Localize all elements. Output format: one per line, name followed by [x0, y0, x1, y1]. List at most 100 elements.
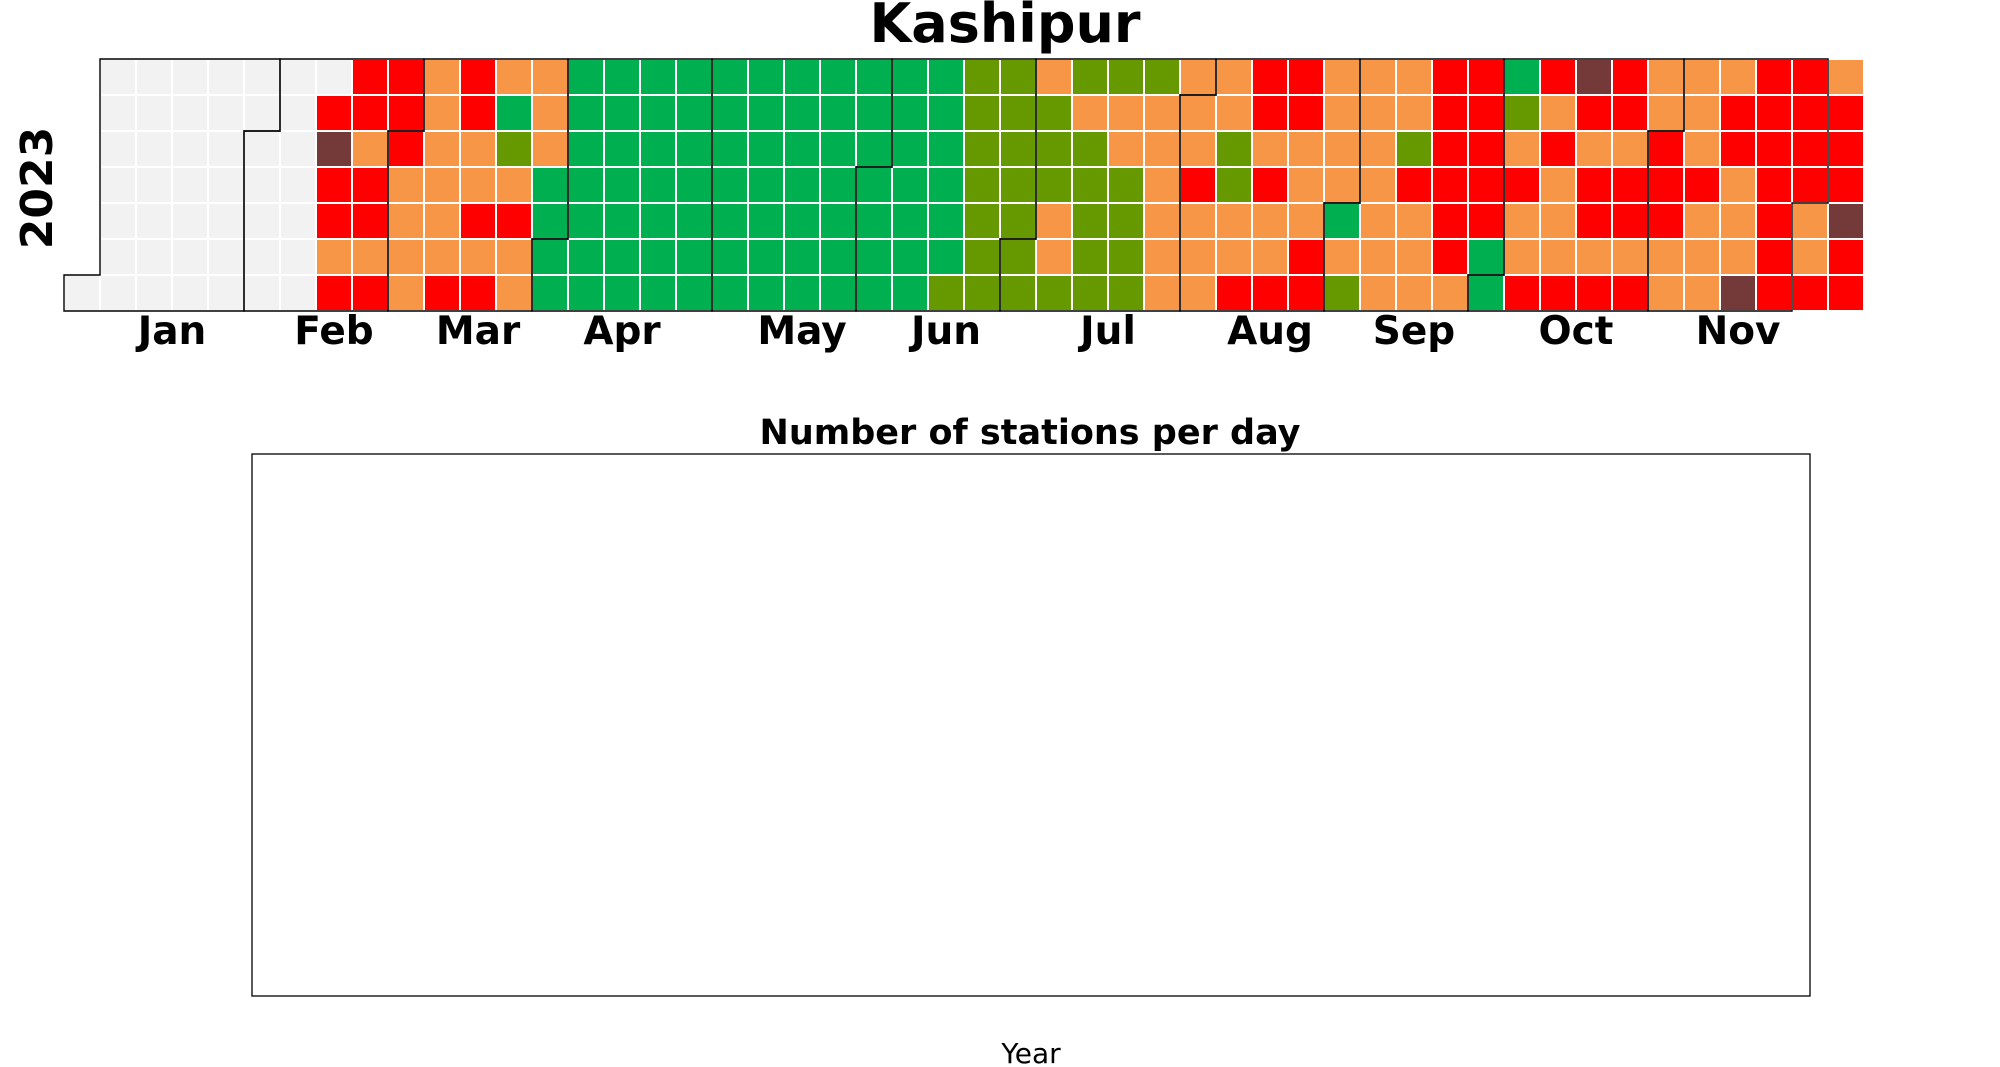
day-cell: [783, 238, 821, 276]
day-cell: [1647, 166, 1685, 204]
day-cell: [1035, 94, 1073, 132]
day-cell: [675, 166, 713, 204]
day-cell: [459, 202, 497, 240]
day-cell: [999, 130, 1037, 168]
day-cell: [567, 166, 605, 204]
day-cell: [459, 166, 497, 204]
day-cell: [1575, 94, 1613, 132]
day-cell: [747, 130, 785, 168]
day-cell: [639, 166, 677, 204]
day-cell: [999, 274, 1037, 312]
day-cell: [207, 238, 245, 276]
day-cell: [1503, 238, 1541, 276]
month-label: Aug: [1227, 309, 1313, 354]
day-cell: [1071, 130, 1109, 168]
day-cell: [891, 202, 929, 240]
day-cell: [207, 58, 245, 96]
day-cell: [567, 130, 605, 168]
day-cell: [387, 166, 425, 204]
month-label: Jul: [1077, 309, 1136, 354]
day-cell: [171, 238, 209, 276]
month-border: [1647, 58, 1829, 312]
day-cell: [351, 274, 389, 312]
day-cell: [1647, 58, 1685, 96]
day-cell: [711, 274, 749, 312]
day-cell: [1431, 94, 1469, 132]
day-cell: [279, 94, 317, 132]
day-cell: [495, 274, 533, 312]
day-cell: [135, 58, 173, 96]
day-cell: [531, 130, 569, 168]
day-cell: [1719, 166, 1757, 204]
day-cell: [1251, 130, 1289, 168]
day-cell: [711, 130, 749, 168]
day-cell: [1251, 58, 1289, 96]
day-cell: [1467, 202, 1505, 240]
day-cell: [1719, 238, 1757, 276]
day-cell: [1755, 166, 1793, 204]
day-cell: [567, 94, 605, 132]
day-cell: [99, 274, 137, 312]
day-cell: [1791, 274, 1829, 312]
day-cell: [99, 58, 137, 96]
day-cell: [675, 58, 713, 96]
heatmap-title: Kashipur: [869, 0, 1140, 55]
day-cell: [1359, 58, 1397, 96]
day-cell: [1719, 274, 1757, 312]
day-cell: [315, 94, 353, 132]
day-cell: [1467, 238, 1505, 276]
day-cell: [1143, 166, 1181, 204]
day-cell: [1395, 202, 1433, 240]
day-cell: [423, 166, 461, 204]
day-cell: [567, 274, 605, 312]
day-cell: [315, 130, 353, 168]
day-cell: [639, 238, 677, 276]
day-cell: [567, 58, 605, 96]
day-cell: [423, 94, 461, 132]
day-cell: [1611, 94, 1649, 132]
day-cell: [1647, 130, 1685, 168]
day-cell: [711, 166, 749, 204]
day-cell: [99, 238, 137, 276]
day-cell: [1251, 274, 1289, 312]
day-cell: [891, 238, 929, 276]
day-cell: [567, 202, 605, 240]
day-cell: [1611, 274, 1649, 312]
day-cell: [1179, 274, 1217, 312]
day-cell: [675, 94, 713, 132]
day-cell: [1143, 202, 1181, 240]
day-cell: [855, 58, 893, 96]
day-cell: [315, 58, 353, 96]
day-cell: [135, 166, 173, 204]
day-cell: [351, 202, 389, 240]
day-cell: [963, 94, 1001, 132]
day-cell: [747, 58, 785, 96]
day-cell: [1647, 274, 1685, 312]
day-cell: [351, 94, 389, 132]
day-cell: [135, 274, 173, 312]
day-cell: [1467, 94, 1505, 132]
day-cell: [1683, 274, 1721, 312]
day-cell: [1467, 130, 1505, 168]
day-cell: [1431, 130, 1469, 168]
day-cell: [207, 94, 245, 132]
month-label: Sep: [1373, 309, 1455, 354]
day-cell: [1611, 58, 1649, 96]
day-cell: [1791, 166, 1829, 204]
day-cell: [63, 274, 101, 312]
day-cell: [1179, 202, 1217, 240]
calendar-heatmap: Kashipur 2023 Jan Feb Mar Apr May Jun Jul Aug Se…: [12, 0, 1865, 354]
day-cell: [1359, 274, 1397, 312]
day-cell: [315, 274, 353, 312]
day-cell: [1287, 238, 1325, 276]
day-cell: [207, 274, 245, 312]
day-cell: [531, 274, 569, 312]
day-cell: [603, 274, 641, 312]
day-cell: [1179, 130, 1217, 168]
day-cell: [387, 202, 425, 240]
day-cell: [1143, 94, 1181, 132]
day-cell: [855, 238, 893, 276]
day-cell: [927, 58, 965, 96]
day-cell: [1287, 166, 1325, 204]
day-cell: [351, 166, 389, 204]
